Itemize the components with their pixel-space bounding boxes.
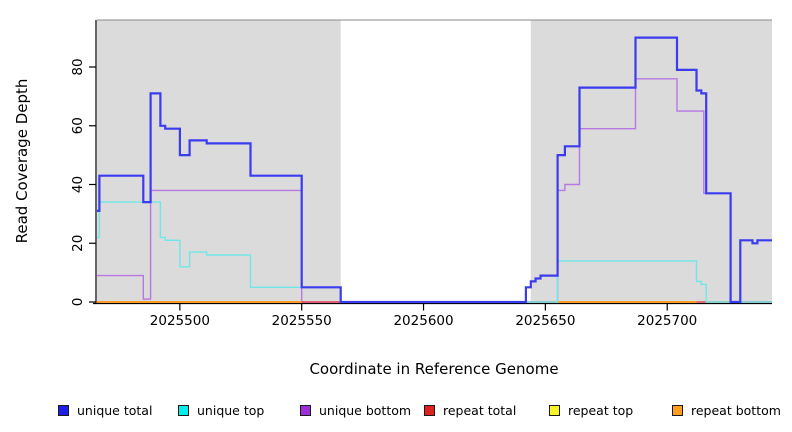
x-tick-label: 2025700: [637, 313, 697, 329]
legend-item-repeat-bottom: repeat bottom: [672, 403, 781, 418]
series-unique-top: [97, 201, 772, 303]
x-tick-label: 2025600: [393, 313, 453, 329]
legend-swatch-icon: [424, 405, 435, 416]
legend-item-unique-total: unique total: [58, 403, 152, 418]
y-axis-title: Read Coverage Depth: [13, 78, 31, 244]
legend-label: unique total: [77, 403, 153, 418]
x-axis-title: Coordinate in Reference Genome: [309, 360, 559, 378]
highlight-band: [530, 20, 772, 302]
legend-item-unique-bottom: unique bottom: [300, 403, 411, 418]
legend-label: repeat total: [443, 403, 517, 418]
legend-label: repeat bottom: [691, 403, 781, 418]
legend-swatch-icon: [672, 405, 683, 416]
series-unique-bottom: [97, 78, 772, 303]
y-tick-label: 20: [70, 235, 86, 252]
legend-item-repeat-top: repeat top: [549, 403, 633, 418]
x-tick-label: 2025650: [515, 313, 575, 329]
y-tick-label: 80: [70, 58, 86, 75]
highlight-band: [97, 20, 341, 302]
series-unique-total: [97, 36, 772, 304]
legend-item-repeat-total: repeat total: [424, 403, 516, 418]
y-tick-label: 60: [70, 117, 86, 134]
legend-swatch-icon: [178, 405, 189, 416]
x-tick-label: 2025500: [150, 313, 210, 329]
legend-label: repeat top: [568, 403, 634, 418]
legend-swatch-icon: [300, 405, 311, 416]
legend-swatch-icon: [549, 405, 560, 416]
legend-item-unique-top: unique top: [178, 403, 264, 418]
y-tick-label: 0: [70, 298, 86, 307]
legend-label: unique top: [197, 403, 265, 418]
y-tick-label: 40: [70, 176, 86, 193]
legend-swatch-icon: [58, 405, 69, 416]
x-tick-label: 2025550: [272, 313, 332, 329]
legend-label: unique bottom: [319, 403, 412, 418]
